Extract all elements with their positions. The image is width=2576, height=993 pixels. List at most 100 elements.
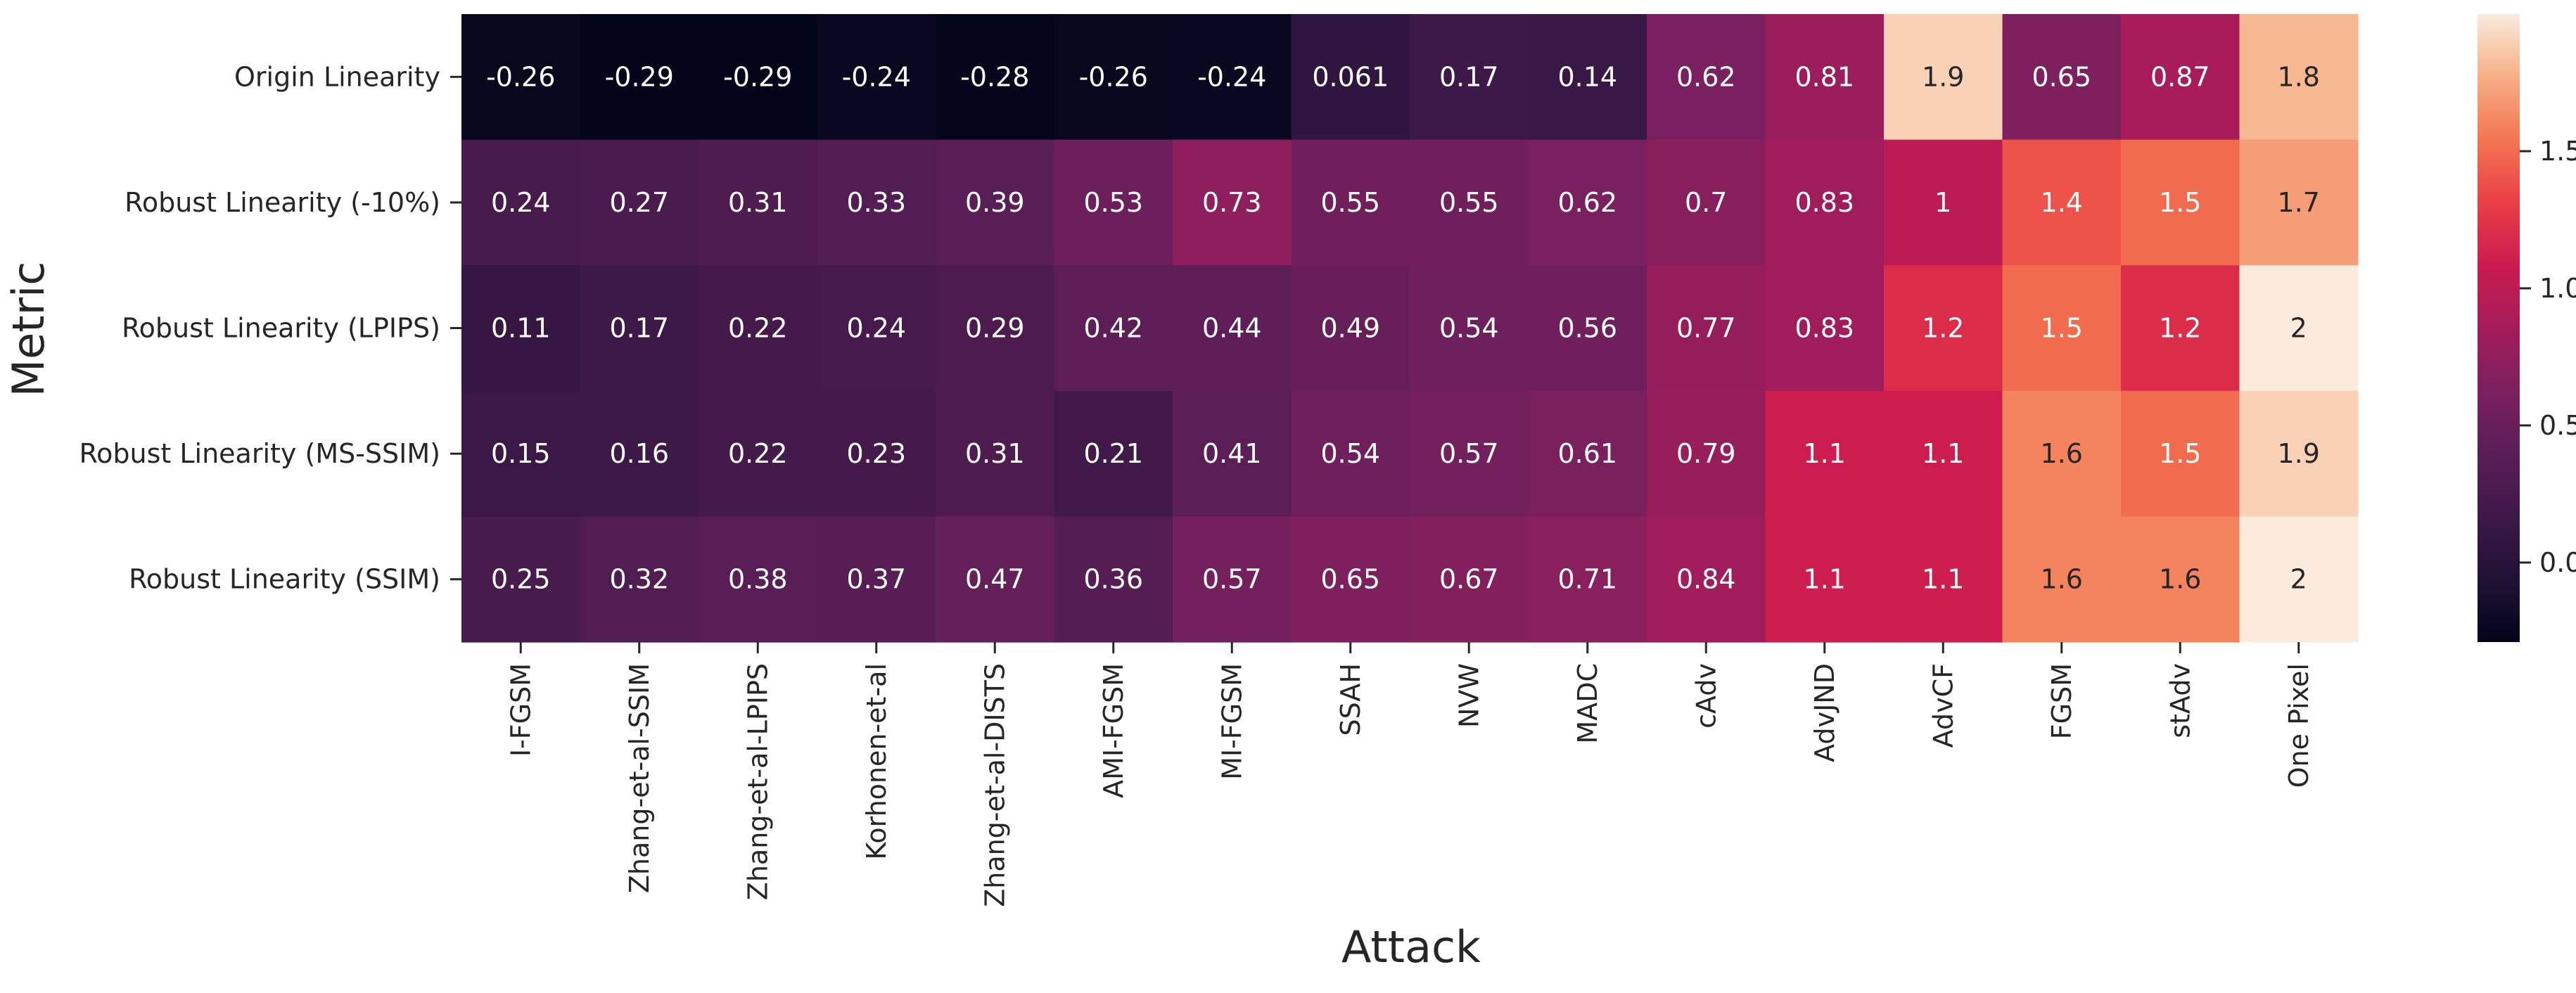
cell-label-r3-c14: 1.5 [2159,438,2201,469]
heatmap-cell-r1-c10 [1647,139,1766,266]
cell-label-r1-c6: 0.73 [1202,187,1262,218]
cell-label-r2-c7: 0.49 [1320,313,1380,344]
heatmap-cell-r2-c8 [1410,265,1529,392]
x-tick-label-6: MI-FGSM [1216,663,1247,780]
cell-label-r0-c10: 0.62 [1676,61,1736,92]
cell-label-r0-c4: -0.28 [960,61,1029,92]
heatmap-cell-r0-c10 [1647,14,1766,141]
cell-label-r1-c4: 0.39 [965,187,1025,218]
x-tick-label-3: Korhonen-et-al [861,663,892,860]
heatmap-cell-r3-c10 [1647,390,1766,517]
cell-label-r2-c8: 0.54 [1439,313,1499,344]
x-tick-label-2: Zhang-et-al-LPIPS [742,663,773,900]
cell-label-r0-c11: 0.81 [1794,61,1854,92]
cell-label-r3-c6: 0.41 [1202,438,1262,469]
x-tick-label-9: MADC [1572,663,1603,744]
cell-label-r1-c1: 0.27 [609,187,669,218]
cell-label-r0-c12: 1.9 [1922,61,1964,92]
cell-label-r2-c10: 0.77 [1676,313,1736,344]
x-tick-label-5: AMI-FGSM [1098,663,1129,798]
heatmap-cell-r1-c12 [1884,139,2003,266]
heatmap-cell-r3-c6 [1173,390,1292,517]
heatmap-cell-r2-c2 [699,265,818,392]
heatmap-cell-r0-c8 [1410,14,1529,141]
x-axis-title: Attack [1341,921,1481,973]
heatmap-cell-r2-c4 [936,265,1055,392]
y-axis: Origin Linearity Robust Linearity (-10%) R… [79,61,461,595]
heatmap-cell-r4-c4 [936,516,1055,643]
heatmap-cell-r3-c9 [1528,390,1647,517]
cell-label-r3-c12: 1.1 [1922,438,1964,469]
heatmap-cell-r3-c13 [2002,390,2122,517]
cell-label-r0-c14: 0.87 [2150,61,2210,92]
cell-label-r2-c13: 1.5 [2041,313,2083,344]
cells-layer [461,14,2359,643]
cell-label-r2-c0: 0.11 [491,313,551,344]
cell-label-r3-c5: 0.21 [1083,438,1143,469]
heatmap-cell-r2-c3 [817,265,936,392]
heatmap-cell-r1-c2 [699,139,818,266]
cell-label-r4-c10: 0.84 [1676,564,1736,595]
heatmap-cell-r2-c14 [2121,265,2240,392]
cell-label-r0-c9: 0.14 [1557,61,1617,92]
heatmap-cell-r2-c0 [461,265,581,392]
heatmap-cell-r4-c6 [1173,516,1292,643]
cell-label-r2-c4: 0.29 [965,313,1025,344]
heatmap-cell-r3-c15 [2239,390,2359,517]
x-tick-label-13: FGSM [2046,663,2077,739]
cell-label-r2-c11: 0.83 [1794,313,1854,344]
heatmap-cell-r1-c6 [1173,139,1292,266]
x-tick-label-12: AdvCF [1927,663,1958,748]
heatmap-cell-r2-c13 [2002,265,2122,392]
y-tick-label-3: Robust Linearity (MS-SSIM) [79,438,440,469]
cell-label-r4-c3: 0.37 [846,564,906,595]
cell-label-r0-c2: -0.29 [723,61,792,92]
cell-label-r1-c12: 1 [1934,187,1951,218]
x-tick-label-7: SSAH [1335,663,1366,736]
cell-label-r3-c13: 1.6 [2041,438,2083,469]
cell-label-r0-c15: 1.8 [2278,61,2320,92]
cell-label-r1-c2: 0.31 [728,187,788,218]
cell-label-r3-c2: 0.22 [728,438,788,469]
heatmap-cell-r1-c13 [2002,139,2122,266]
heatmap-cell-r0-c14 [2121,14,2240,141]
heatmap-cell-r0-c13 [2002,14,2122,141]
heatmap-cell-r4-c8 [1410,516,1529,643]
x-tick-label-4: Zhang-et-al-DISTS [979,663,1010,907]
heatmap-cell-r4-c3 [817,516,936,643]
heatmap-cell-r1-c0 [461,139,581,266]
cell-label-r1-c15: 1.7 [2278,187,2320,218]
heatmap-cell-r2-c10 [1647,265,1766,392]
heatmap-cell-r4-c11 [1765,516,1885,643]
heatmap-cell-r4-c13 [2002,516,2122,643]
y-tick-label-4: Robust Linearity (SSIM) [129,564,440,595]
cell-label-r0-c3: -0.24 [842,61,911,92]
heatmap-cell-r2-c11 [1765,265,1885,392]
cell-label-r2-c5: 0.42 [1083,313,1143,344]
cell-label-r3-c9: 0.61 [1557,438,1617,469]
cell-label-r0-c6: -0.24 [1197,61,1266,92]
heatmap-cell-r1-c3 [817,139,936,266]
cell-label-r0-c13: 0.65 [2032,61,2091,92]
cell-label-r3-c1: 0.16 [609,438,669,469]
cell-label-r3-c7: 0.54 [1320,438,1380,469]
heatmap-cell-r1-c1 [580,139,699,266]
x-axis: I-FGSM Zhang-et-al-SSIM Zhang-et-al-LPIPS K… [505,642,2314,907]
cell-labels-layer: -0.26 -0.29 -0.29 -0.24 -0.28 -0.26 -0.24 0.061… [486,61,2320,594]
cell-label-r2-c9: 0.56 [1557,313,1617,344]
cell-label-r4-c13: 1.6 [2041,564,2083,595]
cell-label-r2-c15: 2 [2290,313,2307,344]
heatmap-cell-r3-c1 [580,390,699,517]
colorbar-tick-label-0: 0.0 [2539,547,2576,578]
heatmap-cell-r2-c1 [580,265,699,392]
colorbar-tick-label-3: 1.5 [2539,136,2576,167]
colorbar-tick-label-2: 1.0 [2539,273,2576,304]
cell-label-r0-c1: -0.29 [605,61,674,92]
heatmap-cell-r2-c7 [1291,265,1410,392]
x-tick-label-11: AdvJND [1809,663,1840,762]
cell-label-r4-c0: 0.25 [491,564,551,595]
y-tick-label-0: Origin Linearity [234,61,440,92]
cell-label-r4-c11: 1.1 [1804,564,1846,595]
heatmap-cell-r1-c14 [2121,139,2240,266]
